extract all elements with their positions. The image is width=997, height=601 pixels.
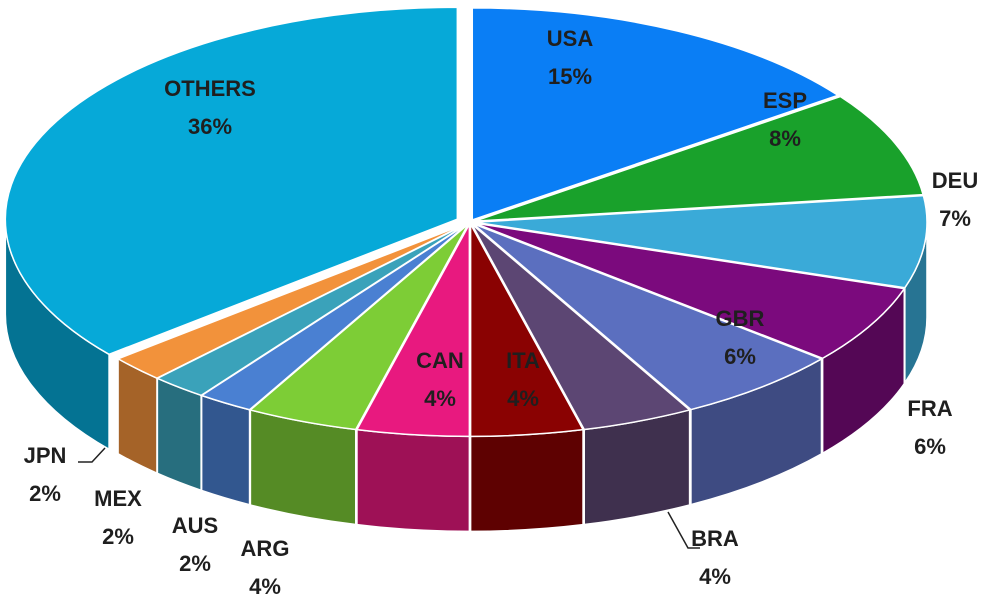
slice-value-label: 2%: [29, 481, 61, 506]
slice-value-label: 6%: [914, 434, 946, 459]
slice-label: GBR: [716, 306, 765, 331]
leader-line: [667, 511, 700, 549]
slice-label: CAN: [416, 348, 464, 373]
labels: USA 15% ESP 8% DEU 7% FRA 6% GBR 6% BRA 4% ITA 4% CAN 4…: [24, 26, 979, 599]
slice-value-label: 8%: [769, 126, 801, 151]
slice-side: [356, 428, 471, 533]
slice: [474, 222, 906, 360]
slice-value-label: 7%: [939, 206, 971, 231]
slice-label: OTHERS: [164, 76, 256, 101]
slice-value-label: 4%: [699, 564, 731, 589]
slice-value-label: 4%: [249, 574, 281, 599]
slice-label: MEX: [94, 486, 142, 511]
slice-value-label: 2%: [179, 551, 211, 576]
pie-tops: [4, 6, 928, 438]
slice-value-label: 4%: [424, 386, 456, 411]
slice-value-label: 6%: [724, 344, 756, 369]
slice: [474, 194, 928, 289]
slice: [471, 223, 692, 431]
slice-side: [200, 394, 251, 506]
slice: [469, 223, 585, 438]
slice-value-label: 2%: [102, 524, 134, 549]
slice-label: JPN: [24, 443, 67, 468]
slice-label: USA: [547, 26, 594, 51]
slice-label: ARG: [241, 536, 290, 561]
slice: [472, 223, 824, 411]
leader-line: [78, 447, 106, 463]
slice-value-label: 4%: [507, 386, 539, 411]
slice: [4, 6, 459, 356]
slice: [355, 223, 471, 438]
slice-label: BRA: [691, 526, 739, 551]
slice-value-label: 15%: [548, 64, 592, 89]
slice-label: FRA: [907, 396, 952, 421]
slice-label: AUS: [172, 513, 218, 538]
slice: [116, 222, 467, 379]
slice: [474, 95, 925, 222]
pie-sides: [4, 219, 928, 533]
slice: [471, 7, 840, 221]
slice-label: ESP: [763, 88, 807, 113]
slice-label: DEU: [932, 168, 978, 193]
slice-label: ITA: [506, 348, 540, 373]
slice-value-label: 36%: [188, 114, 232, 139]
slice-side: [156, 377, 202, 492]
slice-side: [469, 428, 584, 533]
slice: [248, 223, 469, 431]
